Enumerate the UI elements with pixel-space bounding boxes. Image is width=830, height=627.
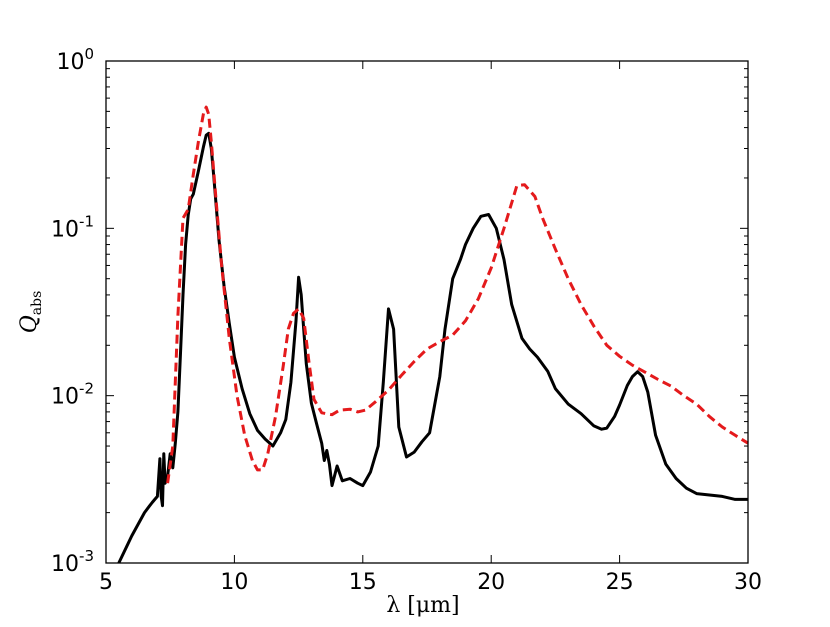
y-tick-label: 100 bbox=[56, 45, 94, 75]
x-tick-label: 15 bbox=[349, 570, 377, 595]
x-tick-label: 20 bbox=[477, 570, 505, 595]
y-axis-label: Qabs bbox=[17, 291, 45, 334]
series-line-solid bbox=[117, 131, 748, 564]
x-axis-label: λ [μm] bbox=[386, 593, 459, 618]
series-layer bbox=[117, 105, 749, 564]
y-axis-label-sub: abs bbox=[29, 291, 45, 316]
series-line-dashed bbox=[166, 105, 749, 484]
y-tick-label: 10-2 bbox=[51, 380, 94, 410]
plot-background bbox=[106, 61, 748, 563]
y-tick-label: 10-3 bbox=[51, 547, 94, 577]
x-tick-label: 30 bbox=[734, 570, 762, 595]
y-axis-label-main: Q bbox=[17, 315, 42, 333]
x-tick-label: 5 bbox=[99, 570, 113, 595]
x-tick-label: 10 bbox=[220, 570, 248, 595]
y-tick-label: 10-1 bbox=[51, 212, 94, 242]
plot-frame bbox=[105, 60, 749, 564]
y-tick-labels: 10-3 10-2 10-1 100 bbox=[51, 45, 94, 577]
x-tick-labels: 5 10 15 20 25 30 bbox=[99, 570, 762, 595]
x-tick-label: 25 bbox=[606, 570, 634, 595]
